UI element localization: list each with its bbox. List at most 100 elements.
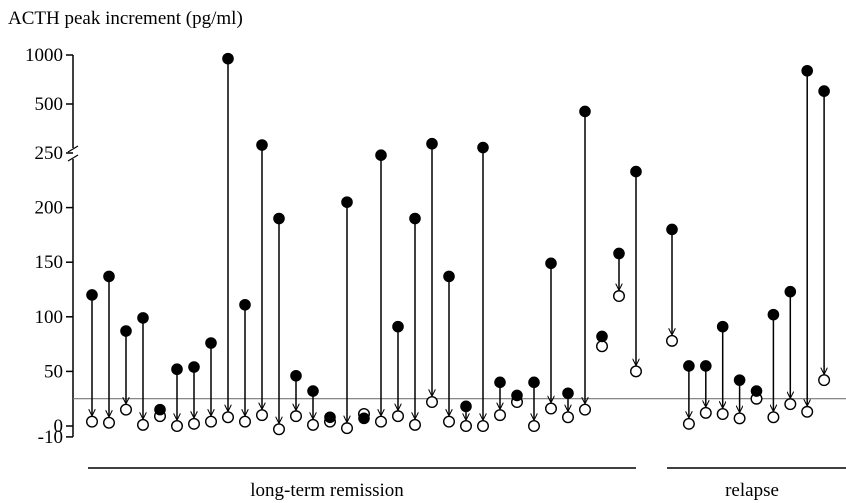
subject-pair: [494, 376, 507, 422]
open-point: [682, 417, 695, 430]
y-axis: -100 50 100 150 200 250 500 1000: [25, 45, 79, 448]
filled-point: [426, 137, 438, 150]
subject-pair: [666, 223, 679, 347]
filled-point: [324, 411, 336, 424]
open-point: [119, 403, 132, 416]
filled-point: [205, 337, 217, 349]
subject-pair: [818, 85, 831, 387]
subject-pair: [136, 312, 149, 431]
subject-pairs: [85, 52, 831, 436]
subject-pair: [153, 403, 166, 423]
subject-pair: [324, 411, 337, 428]
open-point: [238, 415, 251, 428]
filled-point: [307, 385, 319, 397]
subject-pair: [596, 330, 609, 353]
subject-pair: [630, 165, 643, 378]
open-point: [579, 403, 592, 416]
subject-pair: [477, 141, 490, 433]
filled-point: [750, 385, 763, 397]
open-point: [630, 365, 643, 378]
filled-point: [562, 387, 574, 400]
subject-pair: [528, 376, 541, 433]
open-point: [801, 405, 814, 418]
open-point: [409, 418, 422, 431]
filled-point: [290, 369, 302, 382]
open-point: [204, 415, 217, 428]
subject-pair: [750, 385, 763, 405]
y-tick-label: 500: [35, 94, 64, 115]
open-point: [477, 420, 490, 433]
filled-point: [511, 389, 523, 402]
subject-pair: [613, 247, 626, 303]
filled-point: [545, 257, 557, 270]
open-point: [187, 417, 200, 430]
open-point: [307, 418, 320, 431]
y-tick-label: 1000: [25, 45, 63, 66]
y-tick-label: 100: [35, 307, 64, 328]
subject-pair: [767, 308, 780, 424]
subject-pair: [682, 360, 695, 430]
filled-point: [239, 298, 251, 311]
open-point: [613, 290, 626, 303]
open-point: [221, 411, 234, 424]
subject-pair: [443, 270, 456, 428]
filled-point: [103, 270, 115, 283]
subject-pair: [699, 360, 712, 419]
group-labels: long-term remission relapse: [88, 467, 846, 501]
subject-pair: [221, 52, 234, 424]
filled-point: [154, 403, 166, 416]
filled-point: [256, 139, 268, 151]
y-tick-label: -10: [38, 427, 63, 448]
subject-pair: [801, 64, 814, 418]
filled-point: [784, 285, 797, 298]
subject-pair: [256, 139, 269, 422]
filled-point: [137, 312, 149, 324]
subject-pair: [545, 257, 558, 415]
filled-point: [460, 400, 472, 413]
subject-pair: [170, 363, 183, 433]
axis-break-mark: [67, 145, 79, 153]
open-point: [375, 415, 388, 428]
subject-pair: [358, 407, 371, 425]
filled-point: [801, 64, 814, 77]
open-point: [666, 334, 679, 347]
filled-point: [733, 374, 746, 386]
subject-pair: [460, 400, 473, 433]
filled-point: [222, 52, 234, 65]
open-point: [136, 418, 149, 431]
filled-point: [375, 149, 387, 161]
subject-pair: [238, 298, 251, 428]
subject-pair: [409, 212, 422, 431]
open-point: [818, 374, 831, 387]
subject-pair: [290, 369, 303, 423]
open-point: [102, 416, 115, 429]
subject-pair: [375, 149, 388, 428]
filled-point: [477, 141, 489, 154]
filled-point: [341, 196, 353, 208]
filled-point: [409, 212, 421, 225]
filled-point: [666, 223, 678, 236]
group-label: relapse: [725, 480, 779, 501]
filled-point: [700, 360, 712, 372]
filled-point: [443, 270, 455, 283]
subject-pair: [733, 374, 746, 425]
subject-pair: [187, 361, 200, 430]
open-point: [562, 411, 575, 424]
filled-point: [86, 289, 98, 301]
subject-pair: [511, 389, 524, 408]
open-point: [784, 398, 797, 411]
open-point: [256, 409, 269, 422]
filled-point: [188, 361, 200, 373]
filled-point: [767, 308, 780, 321]
filled-point: [818, 85, 830, 97]
open-point: [460, 420, 473, 433]
open-point: [545, 402, 558, 415]
subject-pair: [102, 270, 115, 429]
subject-pair: [119, 325, 132, 416]
open-point: [767, 411, 780, 424]
subject-pair: [392, 320, 405, 423]
subject-pair: [426, 137, 439, 408]
open-point: [170, 420, 183, 433]
open-point: [341, 422, 354, 435]
